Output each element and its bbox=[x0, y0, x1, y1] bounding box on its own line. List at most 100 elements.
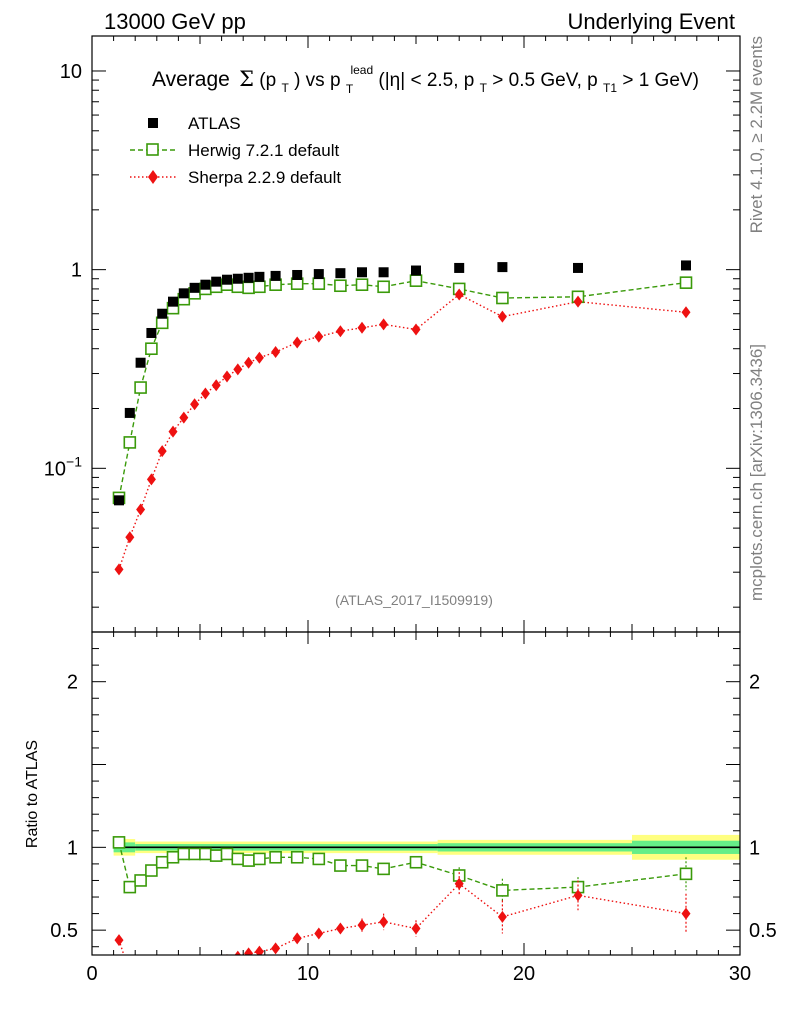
ratio-y-tick-label-right: 1 bbox=[749, 837, 760, 859]
ratio-y-tick-label-right: 2 bbox=[749, 672, 760, 694]
atlas-point bbox=[157, 308, 168, 319]
herwig-point bbox=[155, 316, 169, 330]
ratio-sherpa-point bbox=[271, 942, 281, 955]
main-y-tick-exponent: −1 bbox=[66, 453, 82, 469]
title-pt: (p bbox=[259, 70, 276, 91]
atlas-point bbox=[135, 357, 146, 368]
ratio-herwig-point bbox=[355, 859, 369, 872]
atlas-point bbox=[124, 407, 135, 418]
main-y-tick-label: 10−1 bbox=[44, 453, 82, 480]
ratio-herwig-point bbox=[220, 847, 234, 861]
ratio-herwig-point bbox=[242, 854, 255, 867]
ratio-sherpa-point bbox=[179, 969, 188, 981]
ratio-sherpa-point bbox=[158, 974, 167, 986]
sherpa-point bbox=[335, 325, 345, 338]
ratio-herwig-point bbox=[145, 864, 158, 877]
ratio-herwig-point bbox=[334, 859, 347, 872]
header-right-label: Underlying Event bbox=[567, 9, 735, 34]
ratio-sherpa-point bbox=[497, 910, 507, 923]
herwig-point bbox=[253, 280, 266, 294]
ratio-sherpa-point bbox=[357, 919, 367, 932]
atlas-point bbox=[211, 276, 222, 287]
atlas-point bbox=[270, 270, 281, 281]
sherpa-point bbox=[681, 306, 691, 319]
sherpa-point bbox=[454, 288, 464, 301]
legend-herwig-label: Herwig 7.2.1 default bbox=[188, 141, 339, 160]
ratio-herwig-point bbox=[496, 884, 509, 897]
sherpa-point bbox=[157, 445, 167, 458]
ratio-sherpa-line bbox=[118, 882, 687, 955]
title-pt1-cut: > 1 GeV) bbox=[622, 70, 699, 91]
ratio-sherpa-point bbox=[147, 977, 156, 989]
ratio-herwig-point bbox=[679, 867, 693, 881]
x-tick-label: 20 bbox=[513, 963, 535, 985]
atlas-point bbox=[573, 262, 583, 273]
main-y-tick-base: 10 bbox=[44, 458, 66, 480]
sherpa-point bbox=[244, 356, 254, 369]
herwig-point bbox=[409, 274, 423, 287]
ratio-uncertainty-band bbox=[113, 834, 740, 860]
sherpa-point bbox=[292, 336, 302, 349]
title-lead-sub: T bbox=[346, 82, 354, 96]
rivet-version-label: Rivet 4.1.0, ≥ 2.2M events bbox=[747, 36, 766, 233]
ratio-series-group bbox=[112, 836, 693, 989]
ratio-y-tick-label-right: 0.5 bbox=[749, 920, 777, 942]
title-average: Average bbox=[152, 68, 230, 91]
ratio-herwig-point bbox=[209, 849, 223, 862]
sherpa-point bbox=[200, 387, 210, 400]
legend-sherpa-marker bbox=[148, 170, 158, 184]
legend-herwig-marker bbox=[146, 143, 159, 156]
ratio-herwig-point bbox=[377, 862, 390, 876]
plot-title: Average Σ (p T ) vs p T lead (|η| < 2.5,… bbox=[152, 58, 699, 98]
title-sigma: Σ bbox=[239, 67, 254, 91]
ratio-herwig-point bbox=[269, 850, 282, 864]
sherpa-point bbox=[179, 411, 189, 424]
atlas-point bbox=[168, 296, 178, 307]
herwig-point bbox=[334, 279, 347, 293]
sherpa-point bbox=[573, 295, 583, 308]
legend-atlas-marker bbox=[148, 118, 158, 128]
legend-sherpa-label: Sherpa 2.2.9 default bbox=[188, 168, 341, 187]
ratio-herwig-point bbox=[199, 847, 212, 861]
atlas-point bbox=[178, 288, 189, 299]
ratio-sherpa-point bbox=[125, 967, 134, 979]
x-tick-label: 30 bbox=[729, 963, 751, 985]
atlas-point bbox=[357, 267, 367, 278]
ratio-sherpa-point bbox=[454, 877, 464, 890]
herwig-point bbox=[145, 342, 158, 356]
sherpa-point bbox=[233, 363, 243, 376]
sherpa-point bbox=[211, 379, 221, 392]
ratio-sherpa-point bbox=[226, 953, 228, 955]
header-left-label: 13000 GeV pp bbox=[104, 9, 246, 34]
atlas-point bbox=[335, 268, 346, 279]
ratio-herwig-point bbox=[312, 852, 326, 866]
ratio-herwig-point bbox=[166, 850, 180, 864]
sherpa-point bbox=[146, 473, 156, 486]
ratio-sherpa-point bbox=[314, 927, 324, 940]
ratio-sherpa-point bbox=[234, 950, 242, 955]
ratio-herwig-point bbox=[177, 847, 191, 861]
main-y-tick-label: 10 bbox=[60, 61, 82, 83]
ratio-herwig-point bbox=[253, 852, 266, 866]
herwig-point bbox=[123, 436, 137, 449]
atlas-point bbox=[243, 272, 254, 283]
title-pt-sub: T bbox=[281, 81, 289, 95]
sherpa-point bbox=[136, 503, 146, 516]
sherpa-point bbox=[190, 398, 200, 411]
atlas-point bbox=[497, 262, 508, 273]
title-lead-sup: lead bbox=[350, 63, 373, 77]
ratio-herwig-point bbox=[134, 874, 147, 887]
atlas-point bbox=[292, 269, 303, 280]
ratio-herwig-point bbox=[188, 847, 201, 861]
ratio-herwig-point bbox=[112, 836, 126, 849]
herwig-point bbox=[496, 291, 509, 305]
atlas-point bbox=[146, 327, 157, 338]
main-y-tick-label: 1 bbox=[71, 260, 82, 282]
ratio-sherpa-point bbox=[292, 932, 302, 945]
atlas-point bbox=[313, 269, 324, 280]
title-pt1-sub: T1 bbox=[603, 81, 617, 95]
ratio-sherpa-point bbox=[254, 945, 264, 955]
atlas-point bbox=[454, 262, 465, 273]
ratio-panel-data bbox=[112, 836, 693, 989]
